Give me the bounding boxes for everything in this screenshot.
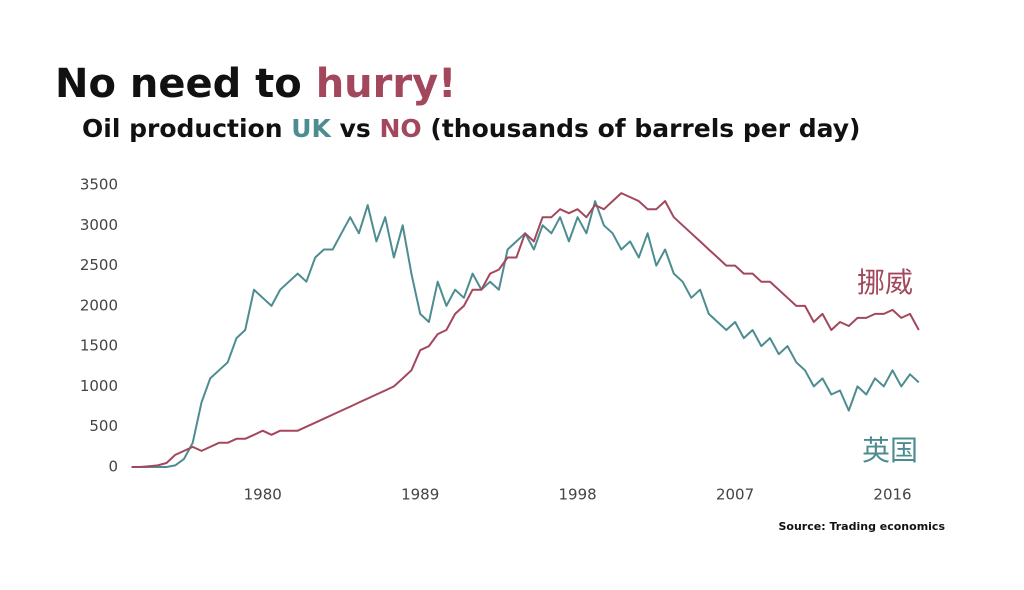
x-tick-label: 2007 [716,486,754,504]
series-line [131,192,920,468]
chart-title: No need to hurry! [55,61,456,107]
y-tick-label: 3000 [80,216,118,234]
y-tick-label: 0 [108,458,118,476]
y-tick-label: 500 [89,417,118,435]
subtitle-part: vs [331,114,380,143]
chart-subtitle: Oil production UK vs NO (thousands of ba… [82,114,860,143]
x-tick-label: 1998 [559,486,597,504]
title-highlight: hurry! [316,61,457,107]
title-part: No need to [55,61,316,107]
legend-label: 挪威 [857,266,913,299]
source: Source: Trading economics [779,520,946,533]
y-tick-label: 2500 [80,256,118,274]
x-tick-label: 1980 [244,486,282,504]
y-tick-label: 1500 [80,337,118,355]
subtitle-part: Oil production [82,114,291,143]
legend-label: 英国 [862,434,918,467]
y-tick-label: 1000 [80,377,118,395]
y-tick-label: 3500 [80,176,118,194]
x-tick-label: 2016 [873,486,911,504]
y-tick-label: 2000 [80,296,118,314]
subtitle-no: NO [380,114,422,143]
x-tick-label: 1989 [401,486,439,504]
subtitle-part: (thousands of barrels per day) [422,114,861,143]
subtitle-uk: UK [291,114,332,143]
series-line [131,200,920,468]
